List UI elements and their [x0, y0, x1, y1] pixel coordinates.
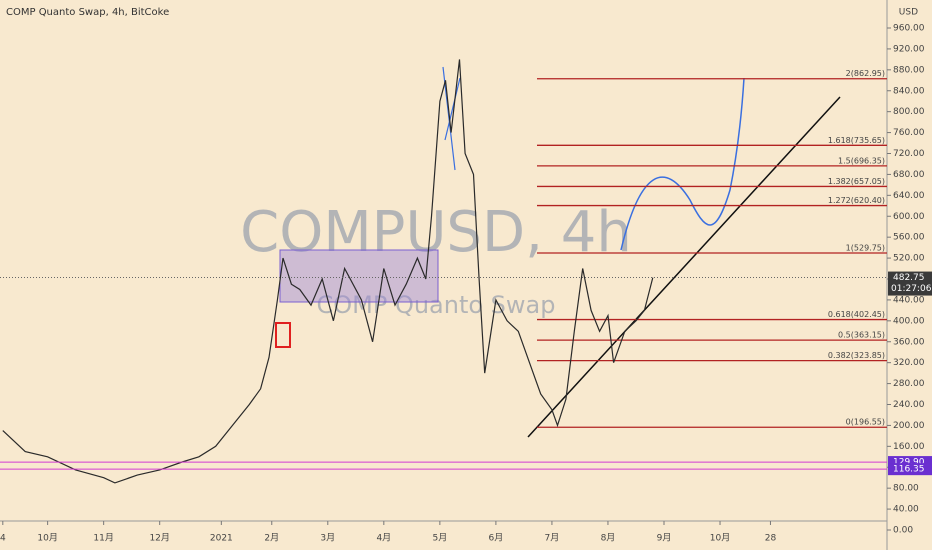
- y-tick-label: 560.00: [893, 233, 925, 243]
- price-tag-label: 482.75: [893, 273, 925, 283]
- price-tag-label: 129.90: [893, 458, 925, 468]
- x-tick-label: 9月: [657, 533, 672, 544]
- x-tick-label: 4月: [376, 533, 391, 544]
- x-tick-label: 3月: [320, 533, 335, 544]
- x-tick-label: 28: [765, 534, 777, 544]
- x-tick-label: 7月: [545, 533, 560, 544]
- price-line: [2, 59, 654, 484]
- x-tick-label: 2021: [210, 534, 233, 544]
- price-tag-box: [888, 463, 932, 476]
- y-tick-label: 680.00: [893, 170, 925, 180]
- chart-title: COMP Quanto Swap, 4h, BitCoke: [6, 7, 169, 18]
- fib-label: 1(529.75): [846, 243, 885, 252]
- x-tick-label: 11月: [93, 533, 113, 544]
- y-tick-label: 320.00: [893, 358, 925, 368]
- fib-label: 0(196.55): [846, 418, 885, 427]
- projection-curve: [620, 77, 745, 251]
- y-tick-label: 160.00: [893, 442, 925, 452]
- trend-line: [527, 96, 841, 438]
- fib-label: 1.272(620.40): [828, 196, 885, 205]
- y-tick-label: 440.00: [893, 295, 925, 305]
- fib-label: 0.618(402.45): [828, 310, 885, 319]
- price-tag-box: [888, 271, 932, 296]
- fib-label: 0.382(323.85): [828, 351, 885, 360]
- y-tick-label: 80.00: [893, 484, 919, 494]
- y-tick-label: 520.00: [893, 254, 925, 264]
- fib-label: 1.618(735.65): [828, 136, 885, 145]
- x-tick-label: 12月: [149, 533, 169, 544]
- fib-label: 1.382(657.05): [828, 177, 885, 186]
- fib-label: 1.5(696.35): [838, 156, 885, 165]
- y-tick-label: 280.00: [893, 379, 925, 389]
- y-tick-label: 760.00: [893, 128, 925, 138]
- y-tick-label: 880.00: [893, 65, 925, 75]
- x-tick-label: 5月: [432, 533, 447, 544]
- y-tick-label: 600.00: [893, 212, 925, 222]
- x-tick-label: 10月: [37, 533, 57, 544]
- watermark: COMPUSD, 4h: [240, 200, 632, 265]
- y-tick-label: 960.00: [893, 24, 925, 34]
- x-tick-label: 8月: [601, 533, 616, 544]
- x-tick-label: 10月: [710, 533, 730, 544]
- y-tick-label: 400.00: [893, 316, 925, 326]
- y-tick-label: 720.00: [893, 149, 925, 159]
- x-tick-label: 6月: [489, 533, 504, 544]
- y-tick-label: 640.00: [893, 191, 925, 201]
- watermark-subtitle: COMP Quanto Swap: [316, 291, 555, 319]
- price-tag-label: 116.35: [893, 465, 925, 475]
- y-tick-label: 40.00: [893, 505, 919, 515]
- y-tick-label: 800.00: [893, 107, 925, 117]
- fib-label: 2(862.95): [846, 69, 885, 78]
- y-tick-label: 920.00: [893, 44, 925, 54]
- signal-marker: [275, 322, 291, 348]
- currency-label: USD: [899, 8, 918, 18]
- x-tick-label: 2月: [264, 533, 279, 544]
- y-tick-label: 200.00: [893, 421, 925, 431]
- y-tick-label: 360.00: [893, 337, 925, 347]
- x-tick-label: 4: [0, 534, 6, 544]
- fib-label: 0.5(363.15): [838, 331, 885, 340]
- y-tick-label: 240.00: [893, 400, 925, 410]
- countdown: 01:27:06: [891, 284, 932, 294]
- y-tick-label: 0.00: [893, 526, 913, 536]
- y-tick-label: 840.00: [893, 86, 925, 96]
